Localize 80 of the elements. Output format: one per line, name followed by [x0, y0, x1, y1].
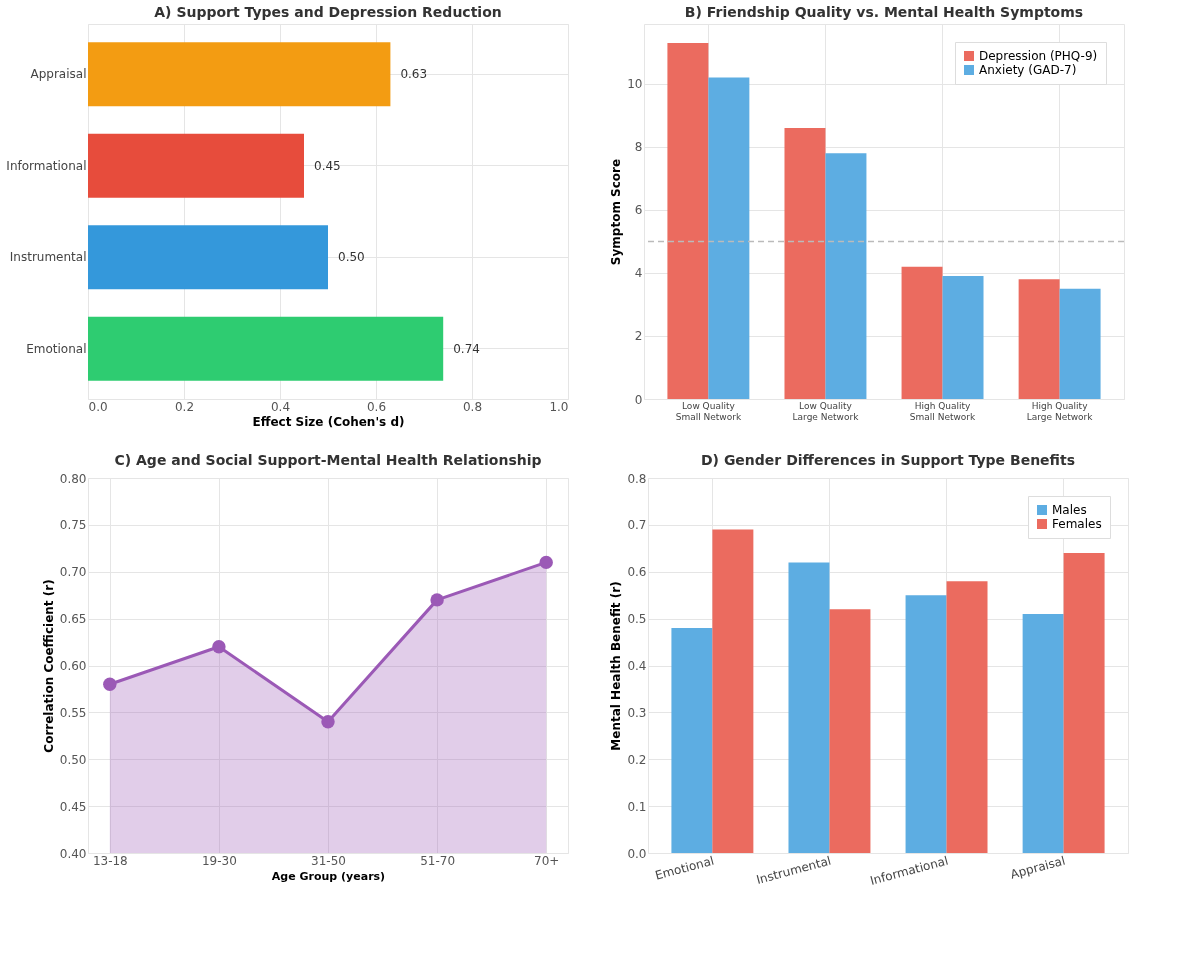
x-tick-label: 0.0 [88, 399, 108, 414]
y-tick-label: 0.3 [627, 705, 647, 720]
y-tick-label: 0.40 [59, 846, 87, 861]
chart-title: B) Friendship Quality vs. Mental Health Symptoms [684, 4, 1084, 20]
y-tick-label: 6 [634, 203, 643, 218]
point [103, 677, 117, 691]
legend-label: Females [1052, 517, 1102, 531]
y-tick-label: 0 [634, 392, 643, 407]
y-tick-label: 0.80 [59, 471, 87, 486]
x-tick-label: 0.2 [174, 399, 195, 414]
point [539, 555, 553, 570]
chart-title: C) Age and Social Support-Mental Health Relationship [114, 452, 542, 468]
y-tick-label: 0.55 [59, 705, 87, 720]
x-axis-title: Effect Size (Cohen's d) [252, 414, 405, 429]
x-tick-label: 0.4 [270, 399, 291, 414]
bar [1022, 613, 1064, 853]
x-tick-label: 0.8 [462, 399, 483, 414]
y-tick-label: 0.45 [59, 799, 87, 814]
x-tick-label: High Quality Large Network [1026, 400, 1094, 422]
bar [667, 42, 709, 399]
data-label: 0.50 [338, 250, 365, 265]
x-tick-label: Low Quality Large Network [792, 400, 860, 422]
y-axis-title: Correlation Coefficient (r) [41, 579, 56, 753]
data-label: 0.74 [453, 341, 480, 356]
x-tick-label: 31-50 [311, 853, 346, 868]
x-tick-label: 19-30 [201, 853, 237, 868]
y-axis-title: Mental Health Benefit (r) [609, 581, 624, 751]
y-tick-label: 0.6 [627, 565, 647, 580]
x-tick-label: 0.6 [366, 399, 387, 414]
y-tick-label: 0.60 [59, 659, 87, 673]
bar [901, 266, 943, 399]
point [430, 593, 444, 607]
y-tick-label: 2 [634, 329, 643, 344]
bar [708, 77, 750, 399]
y-tick-label: 0.1 [627, 799, 647, 814]
legend-label: Males [1052, 503, 1087, 517]
chart-title: D) Gender Differences in Support Type Benefits [700, 452, 1076, 468]
legend-label: Anxiety (GAD-7) [979, 63, 1077, 77]
y-tick-label: Instrumental [9, 250, 87, 265]
y-tick-label: 0.70 [59, 565, 87, 580]
x-tick-label: High Quality Small Network [909, 400, 977, 422]
y-tick-label: Appraisal [30, 67, 87, 82]
chart-title: A) Support Types and Depression Reduction [154, 4, 502, 20]
legend-label: Depression (PHQ-9) [979, 49, 1098, 63]
y-tick-label: Informational [6, 158, 87, 173]
y-tick-label: 10 [627, 77, 643, 92]
bar [829, 609, 871, 853]
x-tick-label: 51-70 [420, 853, 456, 868]
x-tick-label: 13-18 [92, 853, 128, 868]
data-label: 0.63 [400, 67, 428, 82]
y-axis-title: Symptom Score [609, 158, 624, 266]
y-tick-label: 0.8 [627, 471, 647, 486]
bar [784, 127, 826, 399]
y-tick-label: 4 [634, 266, 643, 281]
y-tick-label: 0.75 [59, 518, 87, 533]
point [212, 640, 226, 654]
y-tick-label: 0.4 [627, 659, 647, 673]
y-tick-label: Emotional [26, 341, 87, 356]
y-tick-label: 0.2 [627, 752, 647, 767]
y-tick-label: 0.65 [59, 612, 87, 627]
y-tick-label: 0.50 [59, 752, 87, 767]
bar [1059, 288, 1101, 399]
bar [1063, 553, 1105, 853]
bar [825, 153, 867, 399]
x-tick-label: 70+ [534, 853, 560, 868]
point [321, 715, 335, 729]
bar [1018, 279, 1060, 399]
data-label: 0.45 [314, 158, 341, 173]
bar [942, 276, 984, 399]
x-tick-label: Low Quality Small Network [675, 400, 742, 422]
bar [946, 581, 988, 853]
y-tick-label: 0.5 [627, 612, 647, 627]
bar [671, 628, 713, 853]
x-tick-label: 1.0 [549, 399, 569, 414]
bar [788, 562, 830, 853]
y-tick-label: 8 [634, 140, 643, 155]
bar [712, 529, 754, 853]
x-axis-title: Age Group (years) [271, 869, 386, 883]
y-tick-label: 0.7 [627, 518, 647, 533]
bar [905, 595, 947, 853]
